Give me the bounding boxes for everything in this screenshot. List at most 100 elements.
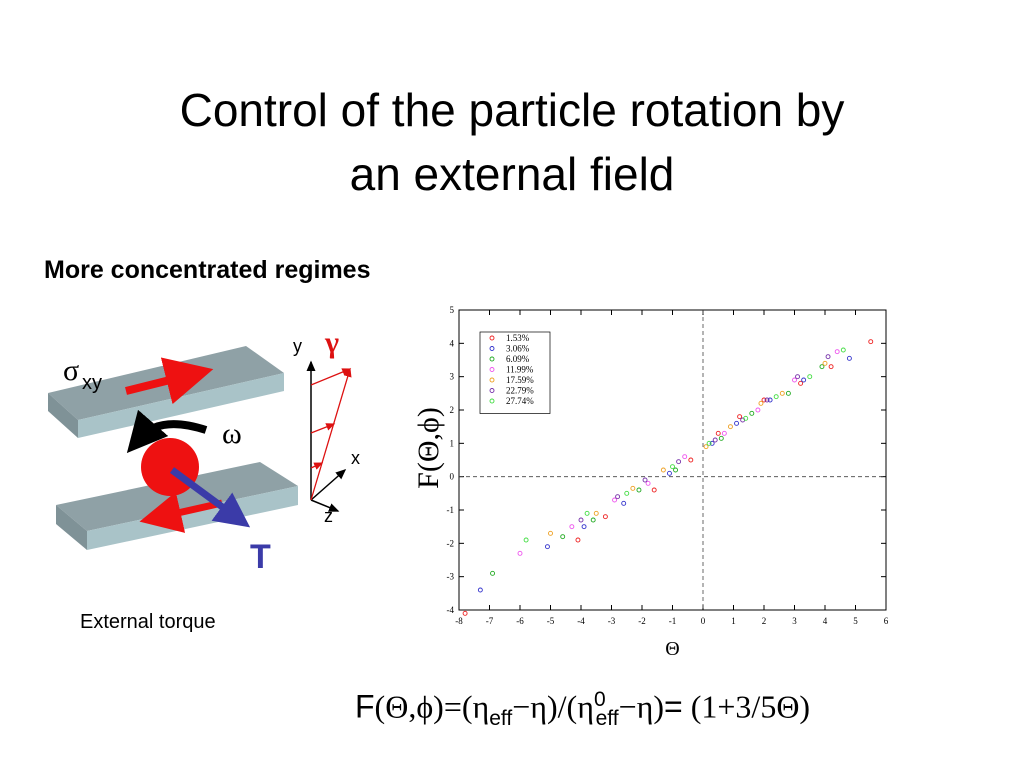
data-point <box>715 430 721 436</box>
data-point <box>822 360 828 366</box>
data-point <box>712 437 718 443</box>
data-point <box>569 524 575 530</box>
data-point <box>728 424 733 430</box>
data-point <box>548 530 553 536</box>
x-tick-label: 0 <box>701 616 706 626</box>
data-point <box>828 364 834 370</box>
data-point <box>868 339 874 345</box>
section-subtitle: More concentrated regimes <box>44 256 371 284</box>
data-point <box>718 435 724 441</box>
data-point <box>801 377 807 383</box>
x-axis-label: Θ <box>665 638 679 660</box>
sigma-subscript: xy <box>82 372 102 394</box>
data-point <box>651 487 657 493</box>
y-tick-label: 0 <box>450 472 455 482</box>
data-point <box>670 464 675 470</box>
x-tick-label: 4 <box>823 616 828 626</box>
data-point <box>624 490 630 496</box>
reference-lines <box>459 310 886 610</box>
axis-y-label: y <box>293 336 302 356</box>
rotation-arrow <box>126 409 208 454</box>
legend-label: 3.06% <box>506 344 530 354</box>
slide-title-line-1: Control of the particle rotation by <box>179 84 845 136</box>
legend-label: 27.74% <box>506 396 534 406</box>
data-point <box>645 480 651 486</box>
x-tick-label: -3 <box>608 616 616 626</box>
data-point <box>477 587 483 593</box>
coordinate-axes <box>306 360 347 512</box>
y-tick-label: 2 <box>450 405 455 415</box>
data-point <box>785 390 791 396</box>
x-tick-label: -4 <box>577 616 585 626</box>
gamma-symbol: γ <box>324 326 339 359</box>
data-points <box>462 339 874 616</box>
y-axis-label: F(Θ,ϕ) <box>412 407 445 489</box>
data-point <box>709 440 715 446</box>
x-tick-label: 6 <box>884 616 889 626</box>
data-point <box>462 610 468 616</box>
data-point <box>792 377 797 383</box>
data-point <box>764 397 770 403</box>
legend-marker <box>489 367 495 372</box>
data-point <box>636 487 642 493</box>
data-point <box>642 477 648 483</box>
data-point <box>840 347 846 353</box>
sigma-symbol: σ <box>63 354 79 387</box>
data-point <box>612 497 618 503</box>
y-tick-label: -2 <box>447 538 455 548</box>
legend-marker <box>489 335 495 341</box>
data-point <box>584 510 590 516</box>
data-point <box>767 397 773 403</box>
data-point <box>682 454 688 460</box>
data-point <box>517 550 523 556</box>
formula-part-3: −η) <box>618 688 665 725</box>
x-tick-label: -7 <box>486 616 494 626</box>
data-point <box>523 537 529 543</box>
axis-z-label: z <box>324 506 333 526</box>
formula-sup-0: 0 <box>593 688 606 711</box>
legend-marker <box>489 377 495 383</box>
formula-sub-2: eff <box>595 707 619 731</box>
data-point <box>761 397 767 403</box>
y-tick-label: 3 <box>450 372 455 382</box>
data-point <box>602 514 608 520</box>
data-point <box>673 467 678 473</box>
data-point <box>825 354 831 360</box>
data-point <box>575 537 581 543</box>
data-point <box>676 459 682 465</box>
data-point <box>667 470 672 476</box>
data-point <box>773 394 779 400</box>
x-tick-label: 2 <box>762 616 767 626</box>
legend-label: 17.59% <box>506 375 534 385</box>
data-point <box>749 410 755 416</box>
legend-marker <box>489 356 495 362</box>
scatter-chart: -8 -7 -6 -5 -4 -3 -2 -1 0 1 2 3 4 5 6 -4 -3 -2 -1 0 1 2 3 4 5 1.… <box>412 305 889 660</box>
data-point <box>688 457 694 463</box>
data-point <box>779 390 785 396</box>
data-point <box>834 349 840 355</box>
omega-symbol: ω <box>222 417 242 450</box>
formula-part-1: (Θ,ϕ)=(η <box>374 688 490 725</box>
x-tick-label: -8 <box>455 616 463 626</box>
data-point <box>621 500 627 506</box>
data-point <box>755 407 761 413</box>
y-tick-label: -1 <box>447 505 455 515</box>
slide-title: Control of the particle rotation by an e… <box>0 78 1024 206</box>
axis-ticks: -8 -7 -6 -5 -4 -3 -2 -1 0 1 2 3 4 5 6 -4 -3 -2 -1 0 1 2 3 4 5 <box>447 305 889 626</box>
data-point <box>590 517 596 523</box>
shear-diagram: σ xy ω T γ y x z <box>48 326 360 576</box>
data-point <box>737 414 743 420</box>
x-tick-label: -1 <box>669 616 677 626</box>
data-point <box>734 420 739 426</box>
data-point <box>795 374 800 380</box>
formula-part-4: (1+3/5Θ) <box>682 688 811 725</box>
data-point <box>544 544 550 550</box>
data-point <box>578 517 584 523</box>
data-point <box>721 430 727 436</box>
legend-label: 6.09% <box>506 354 530 364</box>
legend-marker <box>489 346 495 351</box>
y-tick-label: 5 <box>450 305 455 315</box>
y-tick-label: -3 <box>447 572 455 582</box>
top-shear-arrow <box>125 357 214 405</box>
legend-label: 11.99% <box>506 365 534 375</box>
